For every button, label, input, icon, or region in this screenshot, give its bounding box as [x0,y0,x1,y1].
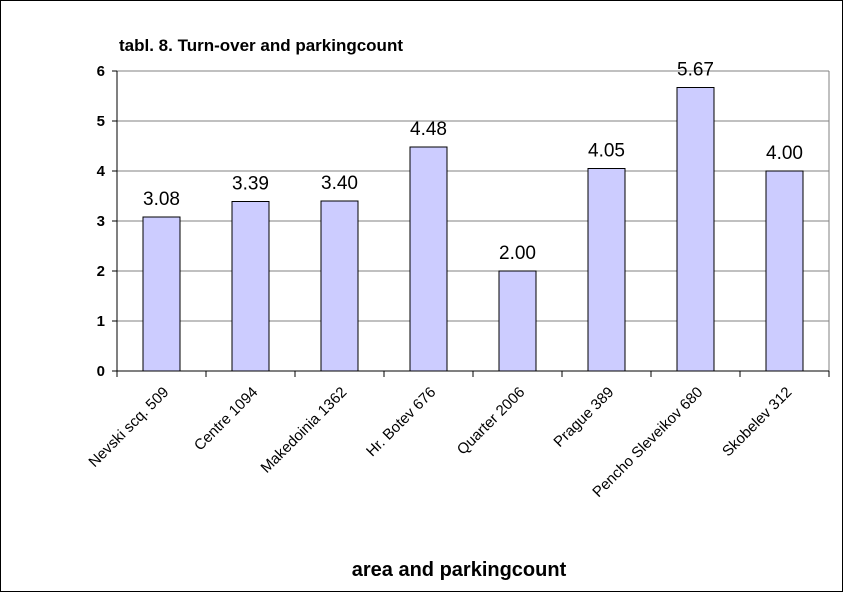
y-tick-label: 5 [97,113,105,130]
y-tick-label: 1 [97,313,105,330]
bar [676,87,715,372]
x-category-label: Centre 1094 [191,384,261,454]
y-tick-label: 0 [97,363,105,380]
data-label: 2.00 [499,243,536,264]
y-tick-label: 3 [97,213,105,230]
data-label: 3.40 [321,173,358,194]
data-label: 4.48 [410,119,447,140]
x-category-label: Makedoinia 1362 [258,384,351,477]
y-tick-label: 6 [97,63,105,80]
chart-title: tabl. 8. Turn-over and parkingcount [119,36,403,55]
axis-layer [112,70,830,377]
y-tick-label: 4 [97,163,106,180]
grid-layer [117,70,830,371]
bar [142,216,181,372]
bar [409,146,448,372]
data-label: 4.05 [588,141,625,162]
x-category-label: Nevski scq. 509 [85,384,172,471]
x-category-label: Skobelev 312 [719,384,795,460]
x-category-label: Prague 389 [550,384,617,451]
data-label: 4.00 [766,143,803,164]
bar [498,270,537,372]
x-category-label: Hr. Botev 676 [363,384,439,460]
bar-layer [142,87,804,372]
bar [320,200,359,372]
bar [765,170,804,372]
bar [587,168,626,372]
x-category-label: Quarter 2006 [454,384,529,459]
data-label: 5.67 [677,60,714,81]
bar [231,201,270,372]
data-label: 3.39 [232,174,269,195]
y-tick-label: 2 [97,263,105,280]
x-axis-title: area and parkingcount [352,559,567,581]
data-label: 3.08 [143,189,180,210]
